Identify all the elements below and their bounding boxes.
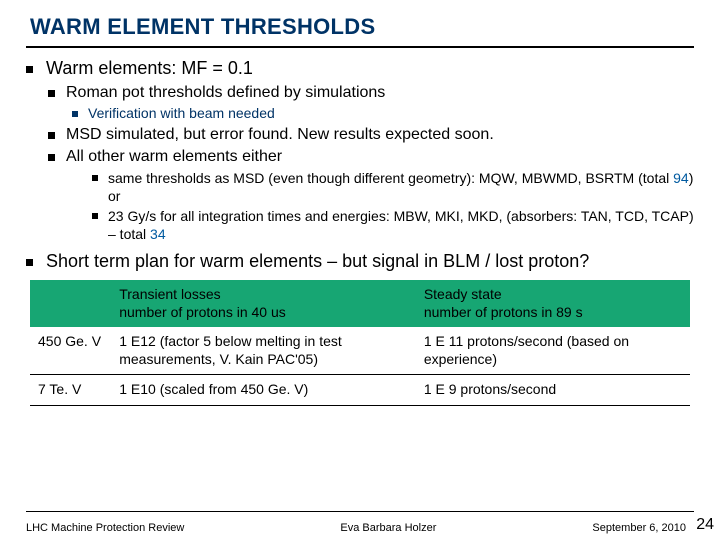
table-row: 450 Ge. V 1 E12 (factor 5 below melting …: [30, 327, 690, 375]
footer-rule: [26, 511, 694, 512]
bullet-all-other: All other warm elements either: [48, 147, 694, 167]
bullet-verification: Verification with beam needed: [72, 105, 694, 123]
title-rule: [26, 46, 694, 48]
table-header-row: Transient losses number of protons in 40…: [30, 280, 690, 327]
cell-trans-450: 1 E12 (factor 5 below melting in test me…: [111, 327, 416, 375]
thresholds-table: Transient losses number of protons in 40…: [30, 280, 690, 406]
bullet-roman-pot: Roman pot thresholds defined by simulati…: [48, 83, 694, 103]
table-header-transient: Transient losses number of protons in 40…: [111, 280, 416, 327]
footer-left: LHC Machine Protection Review: [26, 522, 184, 534]
bullet-short-term: Short term plan for warm elements – but …: [26, 251, 694, 272]
table-header-empty: [30, 280, 111, 327]
cell-steady-7tev: 1 E 9 protons/second: [416, 375, 690, 406]
highlight-94: 94: [673, 170, 689, 186]
cell-steady-450: 1 E 11 protons/second (based on experien…: [416, 327, 690, 375]
text-pre-34: 23 Gy/s for all integration times and en…: [108, 208, 694, 242]
footer-center: Eva Barbara Holzer: [184, 522, 592, 534]
cell-trans-7tev: 1 E10 (scaled from 450 Ge. V): [111, 375, 416, 406]
text-pre-94: same thresholds as MSD (even though diff…: [108, 170, 673, 186]
footer: LHC Machine Protection Review Eva Barbar…: [26, 522, 706, 534]
table-header-steady: Steady state number of protons in 89 s: [416, 280, 690, 327]
bullet-msd: MSD simulated, but error found. New resu…: [48, 125, 694, 145]
cell-energy-450: 450 Ge. V: [30, 327, 111, 375]
slide-title: WARM ELEMENT THRESHOLDS: [30, 14, 694, 46]
footer-date: September 6, 2010: [592, 522, 706, 534]
bullet-23gy: 23 Gy/s for all integration times and en…: [92, 207, 694, 243]
table-row: 7 Te. V 1 E10 (scaled from 450 Ge. V) 1 …: [30, 375, 690, 406]
bullet-warm-elements: Warm elements: MF = 0.1: [26, 58, 694, 79]
page-number: 24: [696, 516, 714, 534]
cell-energy-7tev: 7 Te. V: [30, 375, 111, 406]
highlight-34: 34: [150, 226, 166, 242]
bullet-same-thresholds: same thresholds as MSD (even though diff…: [92, 169, 694, 205]
